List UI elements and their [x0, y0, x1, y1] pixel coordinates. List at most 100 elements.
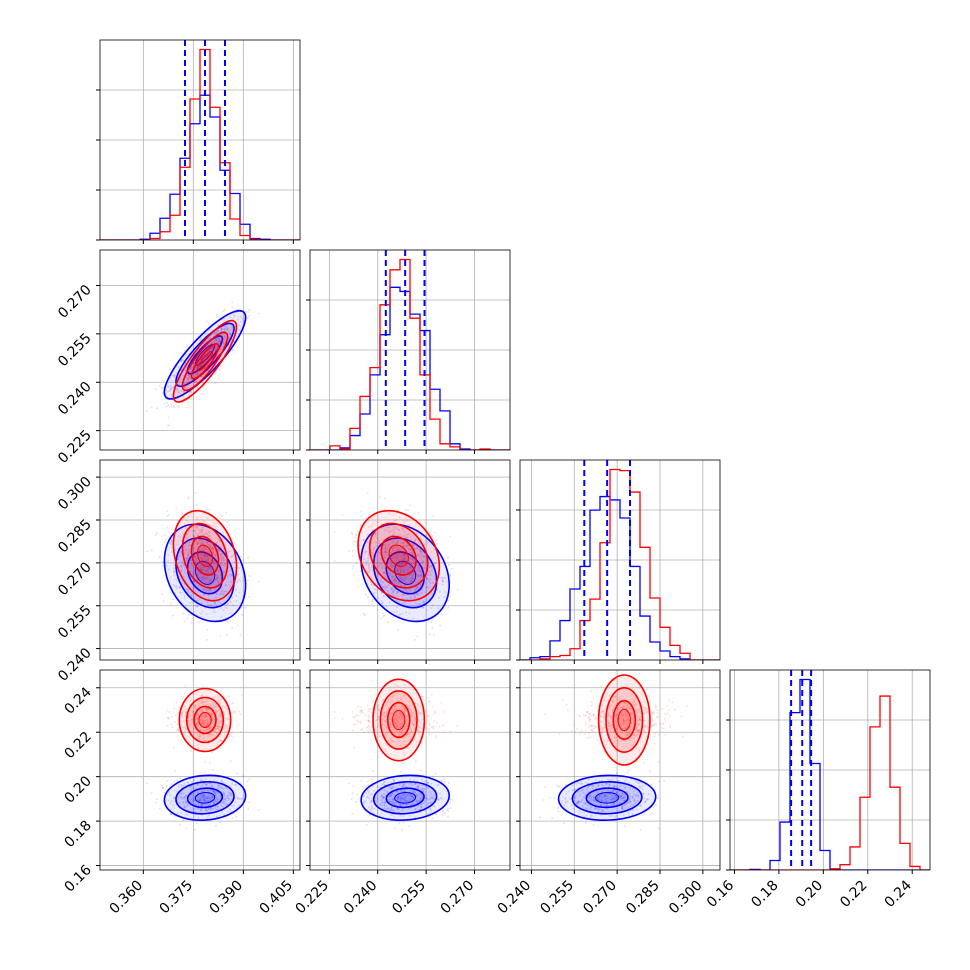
scatter-point — [197, 371, 200, 374]
scatter-point — [179, 791, 182, 794]
scatter-point — [208, 531, 211, 534]
scatter-point — [216, 805, 219, 808]
scatter-point — [371, 569, 374, 572]
y-tick-label: 0.270 — [55, 559, 95, 599]
scatter-point — [211, 796, 214, 799]
scatter-point — [402, 562, 405, 565]
scatter-point — [161, 560, 164, 563]
scatter-point — [402, 720, 405, 723]
scatter-point — [217, 330, 220, 333]
scatter-point — [381, 581, 384, 584]
scatter-point — [189, 699, 192, 702]
scatter-point — [378, 786, 381, 789]
scatter-point — [231, 581, 234, 584]
scatter-point — [395, 606, 398, 609]
scatter-point — [362, 538, 365, 541]
scatter-point — [419, 730, 422, 733]
scatter-point — [188, 559, 191, 562]
scatter-point — [366, 725, 369, 728]
scatter-point — [201, 701, 204, 704]
scatter-point — [201, 361, 204, 364]
scatter-point — [390, 787, 393, 790]
scatter-point — [426, 782, 429, 785]
scatter-point — [203, 563, 206, 566]
scatter-point — [201, 694, 204, 697]
scatter-point — [219, 343, 222, 346]
scatter-point — [239, 315, 242, 318]
scatter-point — [150, 406, 153, 409]
scatter-point — [206, 782, 209, 785]
scatter-point — [166, 526, 169, 529]
scatter-point — [377, 597, 380, 600]
scatter-point — [194, 532, 197, 535]
panel-body — [520, 460, 720, 660]
scatter-point — [356, 793, 359, 796]
scatter-point — [207, 354, 210, 357]
scatter-point — [395, 555, 398, 558]
scatter-point — [212, 547, 215, 550]
scatter-point — [437, 797, 440, 800]
scatter-point — [397, 798, 400, 801]
scatter-point — [411, 577, 414, 580]
scatter-point — [169, 376, 172, 379]
scatter-point — [206, 559, 209, 562]
scatter-point — [204, 588, 207, 591]
scatter-point — [203, 363, 206, 366]
scatter-point — [207, 561, 210, 564]
scatter-point — [201, 714, 204, 717]
scatter-point — [376, 573, 379, 576]
scatter-point — [170, 540, 173, 543]
y-tick-label: 0.240 — [55, 645, 95, 685]
scatter-point — [390, 695, 393, 698]
scatter-point — [167, 568, 170, 571]
scatter-point — [417, 575, 420, 578]
scatter-point — [169, 783, 172, 786]
scatter-point — [188, 720, 191, 723]
scatter-point — [240, 694, 243, 697]
scatter-point — [203, 555, 206, 558]
scatter-point — [208, 782, 211, 785]
scatter-point — [416, 574, 419, 577]
panel-frame — [99, 669, 301, 871]
scatter-point — [188, 390, 191, 393]
scatter-point — [181, 393, 184, 396]
scatter-point — [183, 361, 186, 364]
scatter-point — [400, 797, 403, 800]
scatter-point — [440, 554, 443, 557]
scatter-point — [202, 795, 205, 798]
scatter-point — [214, 806, 217, 809]
scatter-point — [429, 808, 432, 811]
scatter-point — [217, 725, 220, 728]
panel-body — [100, 670, 300, 870]
scatter-point — [183, 545, 186, 548]
scatter-point — [395, 725, 398, 728]
scatter-point — [248, 314, 251, 317]
scatter-point — [401, 591, 404, 594]
scatter-point — [201, 362, 204, 365]
scatter-point — [199, 564, 202, 567]
scatter-point — [172, 574, 175, 577]
scatter-point — [217, 783, 220, 786]
scatter-point — [225, 723, 228, 726]
scatter-point — [395, 558, 398, 561]
scatter-point — [376, 537, 379, 540]
scatter-point — [419, 569, 422, 572]
scatter-point — [204, 796, 207, 799]
scatter-point — [158, 556, 161, 559]
scatter-point — [217, 353, 220, 356]
scatter-point — [204, 545, 207, 548]
scatter-point — [226, 521, 229, 524]
scatter-point — [193, 587, 196, 590]
scatter-point — [200, 392, 203, 395]
scatter-point — [231, 725, 234, 728]
scatter-point — [430, 550, 433, 553]
scatter-point — [367, 719, 370, 722]
scatter-point — [202, 549, 205, 552]
scatter-point — [206, 369, 209, 372]
scatter-point — [413, 789, 416, 792]
scatter-point — [199, 549, 202, 552]
scatter-point — [408, 552, 411, 555]
scatter-point — [230, 348, 233, 351]
scatter-point — [384, 546, 387, 549]
scatter-point — [200, 796, 203, 799]
